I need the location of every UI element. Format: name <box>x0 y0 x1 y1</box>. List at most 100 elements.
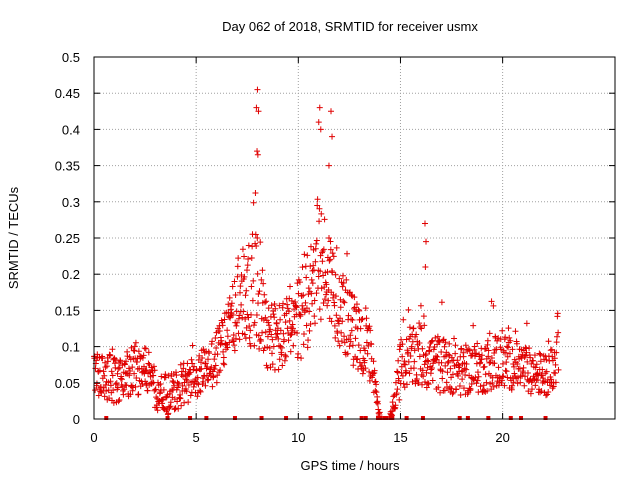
data-point <box>362 305 369 312</box>
data-point <box>359 362 366 369</box>
data-point <box>286 317 293 324</box>
data-point <box>363 339 370 346</box>
data-point <box>131 370 138 377</box>
data-point <box>306 327 313 334</box>
data-point <box>501 382 508 389</box>
data-point <box>315 273 322 280</box>
data-point <box>300 330 307 337</box>
data-point <box>320 300 327 307</box>
data-point <box>328 318 335 325</box>
data-point <box>304 344 311 351</box>
data-point <box>314 196 321 203</box>
data-point <box>277 327 284 334</box>
data-point <box>267 326 274 333</box>
data-point <box>117 358 124 365</box>
data-point <box>230 312 237 319</box>
data-point <box>259 267 266 274</box>
data-point <box>103 388 110 395</box>
data-point <box>144 387 151 394</box>
data-point <box>316 306 323 313</box>
data-point <box>135 391 142 398</box>
data-point <box>488 354 495 361</box>
x-axis-label: GPS time / hours <box>301 458 400 473</box>
data-point <box>504 353 511 360</box>
data-point <box>203 365 210 372</box>
data-point <box>264 364 271 371</box>
data-point <box>185 370 192 377</box>
data-point <box>514 361 521 368</box>
data-point <box>347 338 354 345</box>
data-point <box>205 376 212 383</box>
data-point <box>445 351 452 358</box>
data-point <box>247 343 254 350</box>
data-point <box>406 324 413 331</box>
y-tick-label: 0.2 <box>62 267 80 282</box>
data-point <box>357 325 364 332</box>
data-point <box>420 313 427 320</box>
data-point <box>538 388 545 395</box>
data-point <box>550 383 557 390</box>
data-point <box>483 379 490 386</box>
data-point <box>332 334 339 341</box>
zero-data-point <box>420 416 425 420</box>
data-point <box>524 370 531 377</box>
data-point <box>339 272 346 279</box>
x-tick-label: 0 <box>90 430 97 445</box>
data-point <box>277 316 284 323</box>
data-point <box>102 364 109 371</box>
data-point <box>267 364 274 371</box>
data-point <box>255 332 262 339</box>
data-point <box>241 253 248 260</box>
zero-data-point <box>457 416 462 420</box>
data-point <box>196 387 203 394</box>
data-point <box>432 334 439 341</box>
data-point <box>393 390 400 397</box>
data-point <box>160 396 167 403</box>
data-point <box>421 220 428 227</box>
data-point <box>416 320 423 327</box>
data-point <box>471 343 478 350</box>
data-point <box>467 385 474 392</box>
data-point <box>296 279 303 286</box>
data-point <box>205 356 212 363</box>
data-point <box>374 400 381 407</box>
data-point <box>333 244 340 251</box>
data-point <box>299 302 306 309</box>
data-point <box>254 151 261 158</box>
data-point <box>325 297 332 304</box>
data-point <box>480 382 487 389</box>
data-point <box>317 252 324 259</box>
data-point <box>530 357 537 364</box>
data-point <box>218 337 225 344</box>
data-point <box>491 360 498 367</box>
data-point <box>184 377 191 384</box>
zero-data-point <box>232 416 237 420</box>
data-point <box>268 350 275 357</box>
data-point <box>133 375 140 382</box>
data-point <box>109 346 116 353</box>
data-point <box>452 350 459 357</box>
data-point <box>264 333 271 340</box>
data-point <box>531 352 538 359</box>
data-point <box>228 302 235 309</box>
data-point <box>523 349 530 356</box>
x-tick-label: 5 <box>193 430 200 445</box>
data-point <box>327 238 334 245</box>
data-point <box>126 372 133 379</box>
data-point <box>125 365 132 372</box>
data-point <box>348 316 355 323</box>
data-point <box>246 323 253 330</box>
data-point <box>315 119 322 126</box>
data-point <box>421 361 428 368</box>
data-point <box>419 381 426 388</box>
data-point <box>362 347 369 354</box>
data-point <box>499 327 506 334</box>
zero-data-point <box>188 416 193 420</box>
zero-data-point <box>382 416 387 420</box>
data-point <box>224 327 231 334</box>
data-point <box>524 358 531 365</box>
data-point <box>238 301 245 308</box>
data-point <box>190 383 197 390</box>
data-point <box>177 395 184 402</box>
